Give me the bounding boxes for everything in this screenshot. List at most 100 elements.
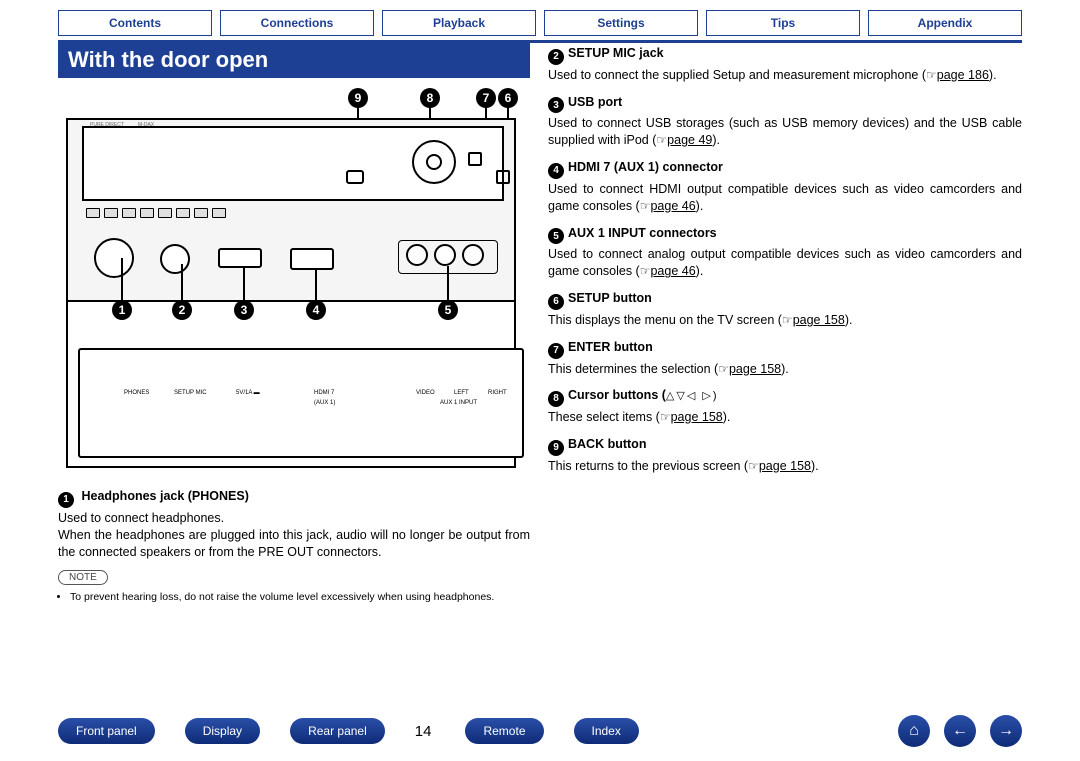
item-7-num: 7 bbox=[548, 343, 564, 359]
nav-tips[interactable]: Tips bbox=[706, 10, 860, 36]
leader-2 bbox=[181, 264, 183, 300]
section-title: With the door open bbox=[58, 43, 530, 78]
item-3-num: 3 bbox=[548, 97, 564, 113]
callout-3: 3 bbox=[234, 300, 254, 320]
nav-contents[interactable]: Contents bbox=[58, 10, 212, 36]
item-7-text: This determines the selection (☞page 158… bbox=[548, 361, 1022, 378]
item-2: 2 SETUP MIC jack Used to connect the suppl… bbox=[548, 45, 1022, 84]
prev-button[interactable]: ← bbox=[944, 715, 976, 747]
usb-graphic bbox=[218, 248, 262, 268]
page-link-8[interactable]: page 158 bbox=[671, 410, 723, 424]
hand-icon: ☞ bbox=[718, 362, 729, 376]
leader-3 bbox=[243, 268, 245, 300]
callout-6: 6 bbox=[498, 88, 518, 108]
page-link-9[interactable]: page 158 bbox=[759, 459, 811, 473]
door-label-5v: 5V/1A ▬ bbox=[236, 390, 260, 396]
cursor-arrows-icon: △▽◁ ▷) bbox=[666, 390, 719, 402]
pill-remote[interactable]: Remote bbox=[465, 718, 543, 744]
door-label-right: RIGHT bbox=[488, 390, 507, 396]
phones-jack-graphic bbox=[94, 238, 134, 278]
door-label-video: VIDEO bbox=[416, 390, 435, 396]
item-8-num: 8 bbox=[548, 391, 564, 407]
hand-icon: ☞ bbox=[656, 133, 667, 147]
pill-rear-panel[interactable]: Rear panel bbox=[290, 718, 385, 744]
hand-icon: ☞ bbox=[660, 410, 671, 424]
pill-index[interactable]: Index bbox=[574, 718, 639, 744]
hand-icon: ☞ bbox=[748, 459, 759, 473]
footer: Front panel Display Rear panel 14 Remote… bbox=[58, 715, 1022, 747]
door-label-aux1a: (AUX 1) bbox=[314, 400, 335, 406]
door-box: PHONES SETUP MIC 5V/1A ▬ HDMI 7 (AUX 1) … bbox=[78, 348, 524, 458]
mdax-label: M-DAX bbox=[138, 122, 154, 128]
item-1-line2: When the headphones are plugged into thi… bbox=[58, 527, 530, 561]
item-8-text: These select items (☞page 158). bbox=[548, 409, 1022, 426]
pill-front-panel[interactable]: Front panel bbox=[58, 718, 155, 744]
page-link-3[interactable]: page 49 bbox=[667, 133, 712, 147]
door-label-aux1in: AUX 1 INPUT bbox=[440, 400, 477, 406]
callout-7: 7 bbox=[476, 88, 496, 108]
leader-4 bbox=[315, 268, 317, 300]
item-1-title: Headphones jack (PHONES) bbox=[81, 489, 248, 503]
item-4-text: Used to connect HDMI output compatible d… bbox=[548, 181, 1022, 215]
hand-icon: ☞ bbox=[782, 313, 793, 327]
home-icon: ⌂ bbox=[909, 722, 919, 740]
callout-4: 4 bbox=[306, 300, 326, 320]
callout-2: 2 bbox=[172, 300, 192, 320]
callout-1: 1 bbox=[112, 300, 132, 320]
item-4-title: HDMI 7 (AUX 1) connector bbox=[568, 160, 723, 174]
nav-appendix[interactable]: Appendix bbox=[868, 10, 1022, 36]
leader-1 bbox=[121, 258, 123, 300]
enter-btn-graphic bbox=[468, 152, 482, 166]
door-label-hdmi7: HDMI 7 bbox=[314, 390, 334, 396]
next-button[interactable]: → bbox=[990, 715, 1022, 747]
aux1-jacks bbox=[406, 244, 484, 266]
item-7: 7 ENTER button This determines the selecti… bbox=[548, 339, 1022, 378]
item-7-title: ENTER button bbox=[568, 340, 653, 354]
item-5: 5 AUX 1 INPUT connectors Used to connect a… bbox=[548, 225, 1022, 281]
pill-display[interactable]: Display bbox=[185, 718, 260, 744]
nav-connections[interactable]: Connections bbox=[220, 10, 374, 36]
item-2-title: SETUP MIC jack bbox=[568, 46, 664, 60]
note-box: NOTE To prevent hearing loss, do not rai… bbox=[58, 570, 530, 603]
setup-mic-graphic bbox=[160, 244, 190, 274]
page-link-4[interactable]: page 46 bbox=[650, 199, 695, 213]
item-6-num: 6 bbox=[548, 294, 564, 310]
item-1: 1 Headphones jack (PHONES) Used to conne… bbox=[58, 488, 530, 560]
page-link-2[interactable]: page 186 bbox=[937, 68, 989, 82]
hdmi-graphic bbox=[290, 248, 334, 270]
item-4: 4HDMI 7 (AUX 1) connectorUsed to connect… bbox=[548, 159, 1022, 215]
item-5-text: Used to connect analog output compatible… bbox=[548, 246, 1022, 280]
item-5-num: 5 bbox=[548, 228, 564, 244]
hand-icon: ☞ bbox=[640, 199, 651, 213]
page-link-6[interactable]: page 158 bbox=[793, 313, 845, 327]
door-label-left: LEFT bbox=[454, 390, 469, 396]
nav-playback[interactable]: Playback bbox=[382, 10, 536, 36]
back-btn-graphic bbox=[346, 170, 364, 184]
item-5-title: AUX 1 INPUT connectors bbox=[568, 226, 717, 240]
top-nav: Contents Connections Playback Settings T… bbox=[58, 10, 1022, 36]
item-9-title: BACK button bbox=[568, 437, 646, 451]
item-1-num: 1 bbox=[58, 492, 74, 508]
item-6-text: This displays the menu on the TV screen … bbox=[548, 312, 1022, 329]
nav-settings[interactable]: Settings bbox=[544, 10, 698, 36]
page-number: 14 bbox=[415, 723, 432, 740]
callout-5: 5 bbox=[438, 300, 458, 320]
note-label: NOTE bbox=[58, 570, 108, 585]
item-2-num: 2 bbox=[548, 49, 564, 65]
item-3: 3USB portUsed to connect USB storages (s… bbox=[548, 94, 1022, 150]
home-button[interactable]: ⌂ bbox=[898, 715, 930, 747]
callout-9: 9 bbox=[348, 88, 368, 108]
page-link-7[interactable]: page 158 bbox=[729, 362, 781, 376]
hand-icon: ☞ bbox=[926, 68, 937, 82]
item-6-title: SETUP button bbox=[568, 291, 652, 305]
page-link-5[interactable]: page 46 bbox=[650, 264, 695, 278]
note-item-1: To prevent hearing loss, do not raise th… bbox=[70, 591, 530, 603]
item-8: 8 Cursor buttons (△▽◁ ▷) These select item… bbox=[548, 387, 1022, 426]
door-label-phones: PHONES bbox=[124, 390, 149, 396]
item-8-title: Cursor buttons ( bbox=[568, 388, 666, 402]
item-9-text: This returns to the previous screen (☞pa… bbox=[548, 458, 1022, 475]
item-2-text: Used to connect the supplied Setup and m… bbox=[548, 67, 1022, 84]
device-diagram: 9 8 7 6 PURE DIRECT M-DAX bbox=[58, 88, 528, 488]
leader-5 bbox=[447, 266, 449, 300]
item-1-line1: Used to connect headphones. bbox=[58, 510, 530, 527]
